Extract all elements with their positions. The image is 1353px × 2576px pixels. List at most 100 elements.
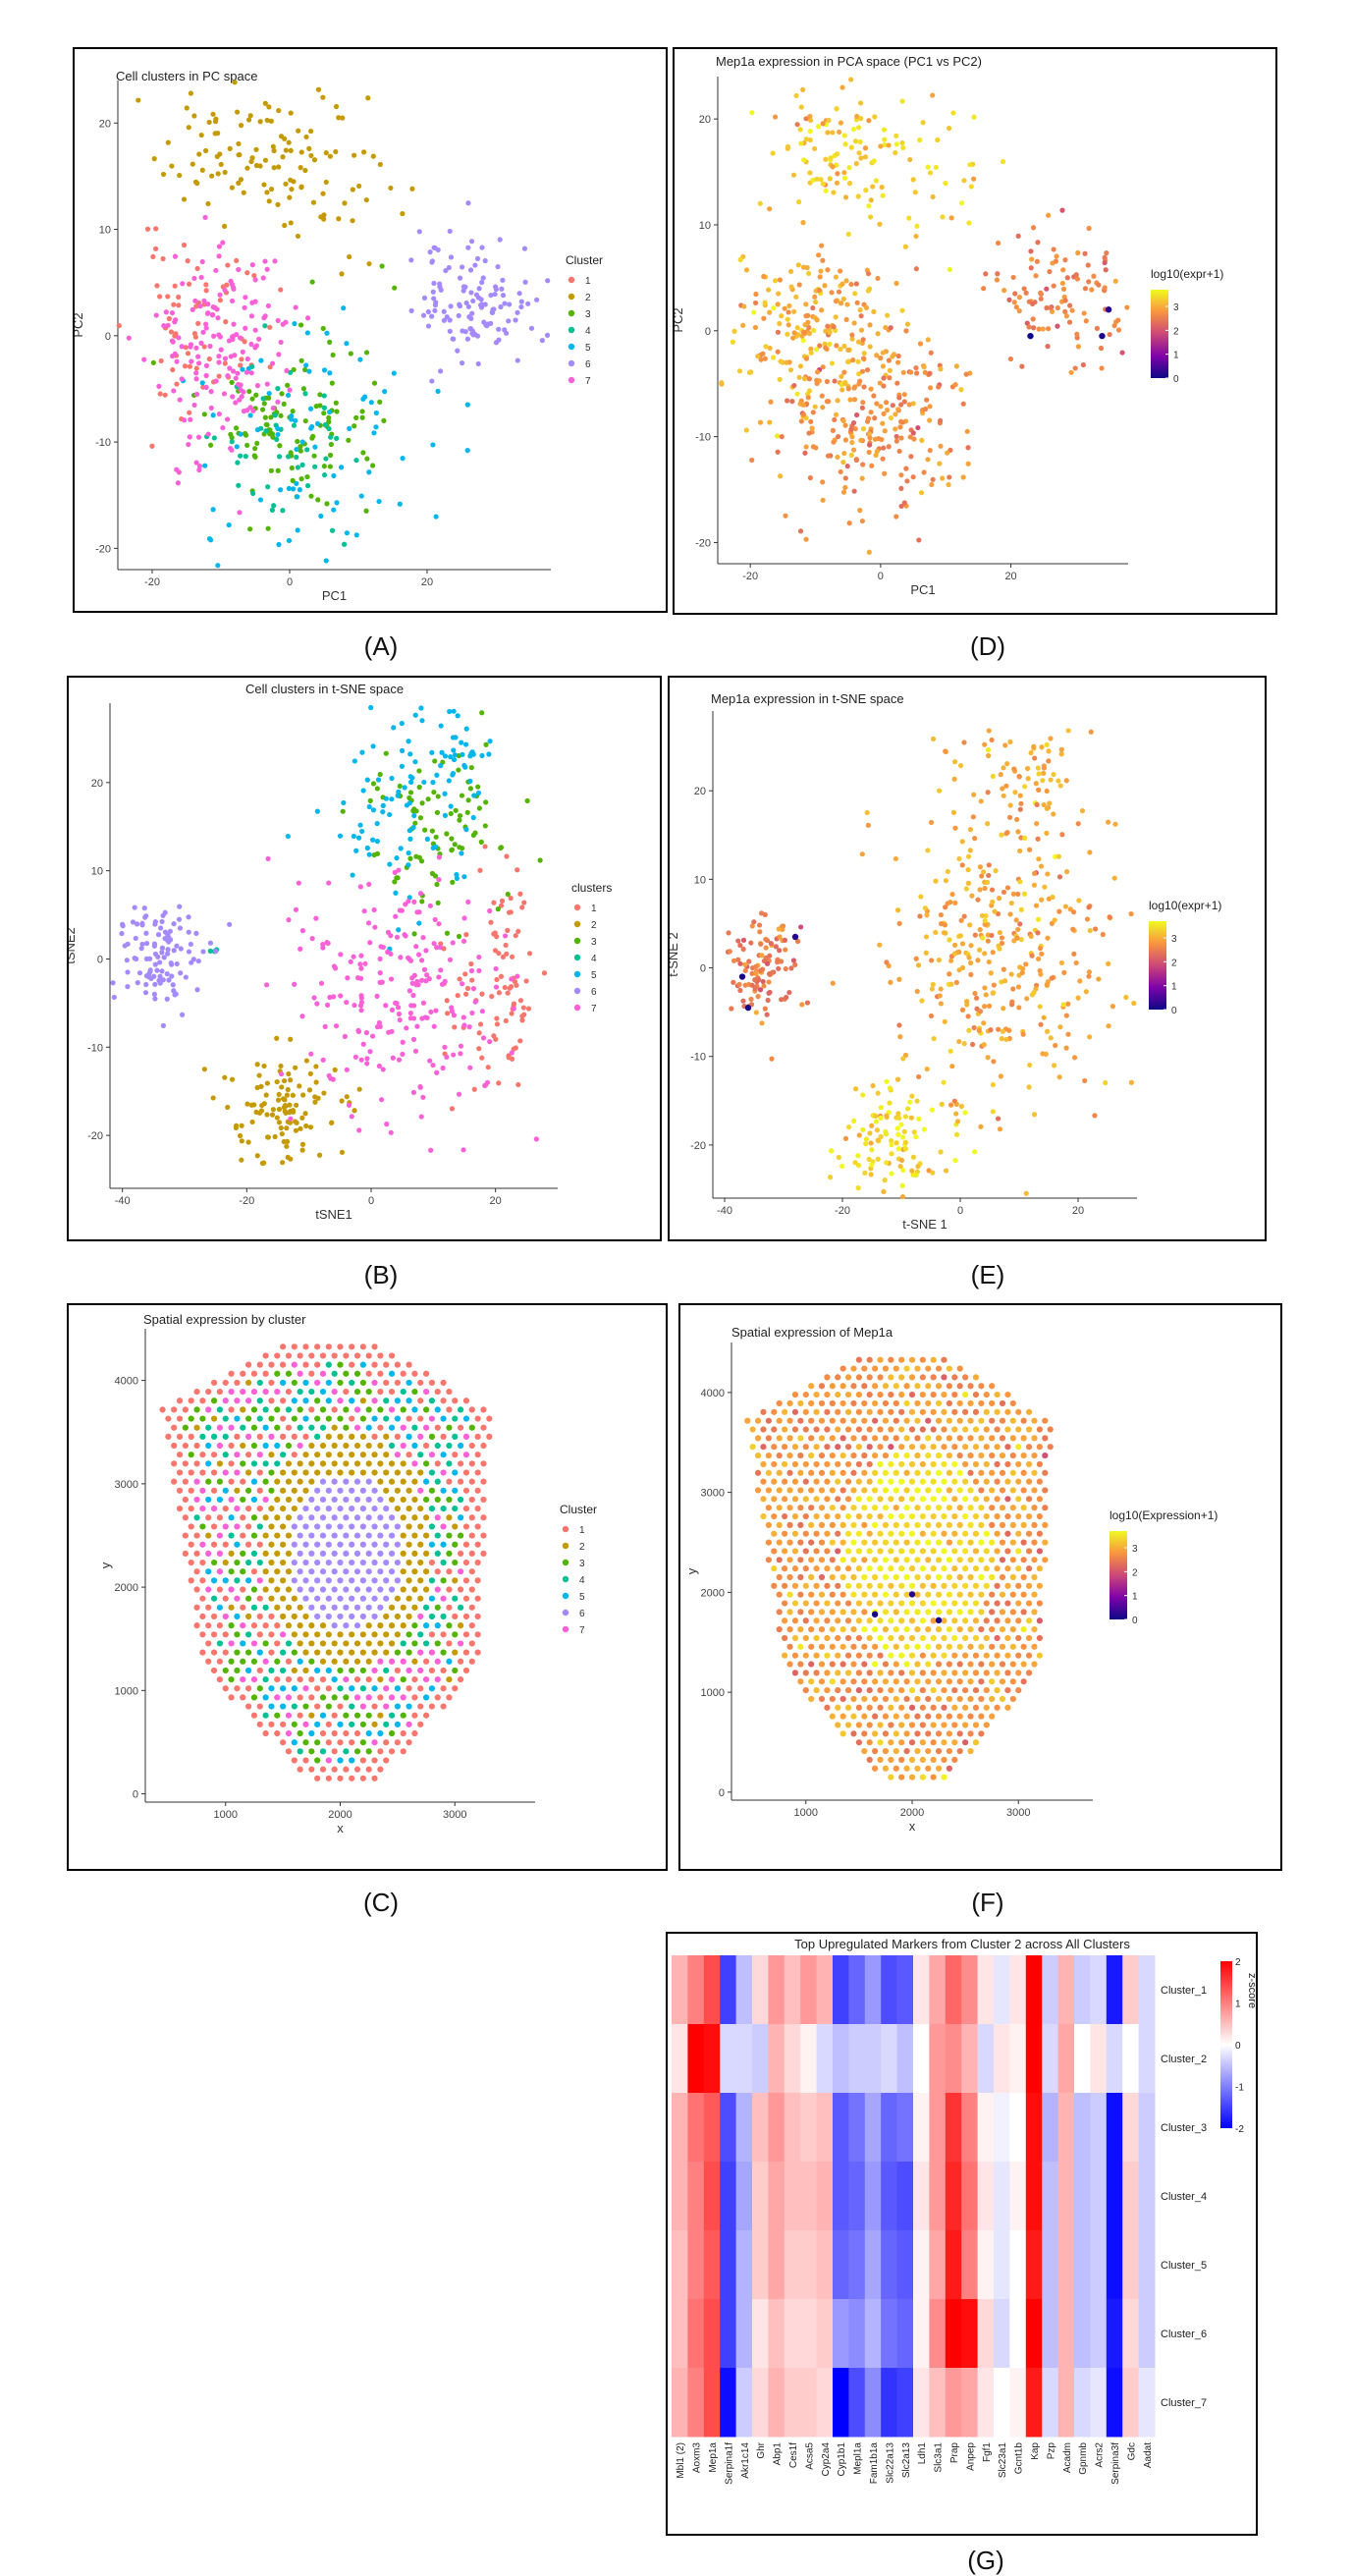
- point: [874, 1119, 879, 1124]
- point: [1084, 989, 1089, 994]
- point: [883, 1178, 888, 1182]
- point: [396, 794, 401, 798]
- point: [1112, 323, 1117, 328]
- spot: [280, 1415, 286, 1421]
- point: [339, 271, 344, 276]
- point: [431, 941, 436, 946]
- spot: [366, 1371, 372, 1377]
- spot: [903, 1539, 909, 1545]
- spot: [245, 1703, 251, 1709]
- point: [1053, 917, 1057, 922]
- spot: [337, 1650, 343, 1656]
- point: [798, 127, 803, 132]
- point: [210, 507, 215, 512]
- point: [936, 384, 941, 389]
- point: [271, 406, 276, 411]
- point: [893, 134, 898, 138]
- spot: [845, 1722, 851, 1727]
- point: [215, 315, 220, 320]
- spot: [797, 1678, 803, 1684]
- spot: [429, 1685, 435, 1691]
- spot: [257, 1614, 263, 1619]
- spot: [903, 1730, 909, 1736]
- point: [340, 1150, 345, 1155]
- point: [275, 400, 280, 405]
- point: [1071, 952, 1076, 957]
- spot: [957, 1470, 963, 1476]
- spot: [813, 1548, 819, 1554]
- spot: [263, 1497, 269, 1503]
- spot: [302, 1488, 308, 1494]
- point: [991, 1059, 996, 1064]
- point: [807, 388, 812, 393]
- spot: [925, 1505, 931, 1510]
- point: [400, 748, 405, 753]
- spot: [920, 1617, 926, 1623]
- point: [408, 790, 413, 795]
- spot: [1004, 1531, 1010, 1537]
- point: [1061, 287, 1066, 292]
- spot: [1015, 1565, 1021, 1571]
- spot: [903, 1644, 909, 1650]
- spot: [951, 1531, 957, 1537]
- spot: [458, 1659, 463, 1665]
- point: [326, 941, 331, 946]
- point: [284, 147, 289, 152]
- point: [365, 846, 370, 850]
- spot: [446, 1479, 452, 1485]
- point: [353, 415, 358, 420]
- spot: [360, 1631, 366, 1637]
- point: [1087, 226, 1092, 231]
- point: [898, 472, 903, 477]
- spot: [308, 1586, 314, 1592]
- chart-title: Cell clusters in t-SNE space: [245, 682, 404, 696]
- point: [248, 159, 253, 164]
- spot: [280, 1380, 286, 1386]
- spot: [189, 1577, 194, 1583]
- point: [346, 438, 351, 443]
- point: [1034, 781, 1039, 786]
- spot: [320, 1568, 326, 1574]
- point: [506, 991, 511, 996]
- point: [215, 563, 220, 568]
- point: [871, 309, 876, 314]
- point: [860, 369, 865, 374]
- spot: [406, 1523, 411, 1529]
- point: [327, 370, 332, 375]
- spot: [771, 1531, 777, 1537]
- point: [997, 896, 1001, 901]
- point: [753, 964, 758, 969]
- point: [753, 986, 758, 991]
- point: [981, 1020, 986, 1025]
- spot: [377, 1389, 383, 1395]
- point: [863, 154, 868, 159]
- spot: [298, 1371, 303, 1377]
- point: [951, 810, 956, 815]
- point: [277, 1092, 282, 1097]
- point: [1026, 1084, 1031, 1089]
- point: [414, 1024, 419, 1029]
- spot: [452, 1631, 458, 1637]
- point: [899, 308, 904, 313]
- point: [792, 330, 797, 335]
- spot: [486, 1434, 492, 1440]
- point: [222, 224, 227, 229]
- spot: [978, 1452, 984, 1458]
- spot: [401, 1532, 406, 1538]
- spot: [883, 1452, 889, 1458]
- point: [527, 951, 532, 956]
- point: [1001, 1029, 1005, 1034]
- spot: [824, 1479, 830, 1485]
- point: [379, 1097, 384, 1102]
- spot: [947, 1626, 952, 1632]
- point: [246, 117, 251, 122]
- point: [925, 848, 930, 852]
- spot: [446, 1551, 452, 1557]
- point: [230, 394, 235, 399]
- point: [882, 128, 887, 133]
- spot: [268, 1542, 274, 1548]
- spot: [458, 1479, 463, 1485]
- spot: [978, 1435, 984, 1441]
- spot: [257, 1668, 263, 1673]
- spot: [280, 1488, 286, 1494]
